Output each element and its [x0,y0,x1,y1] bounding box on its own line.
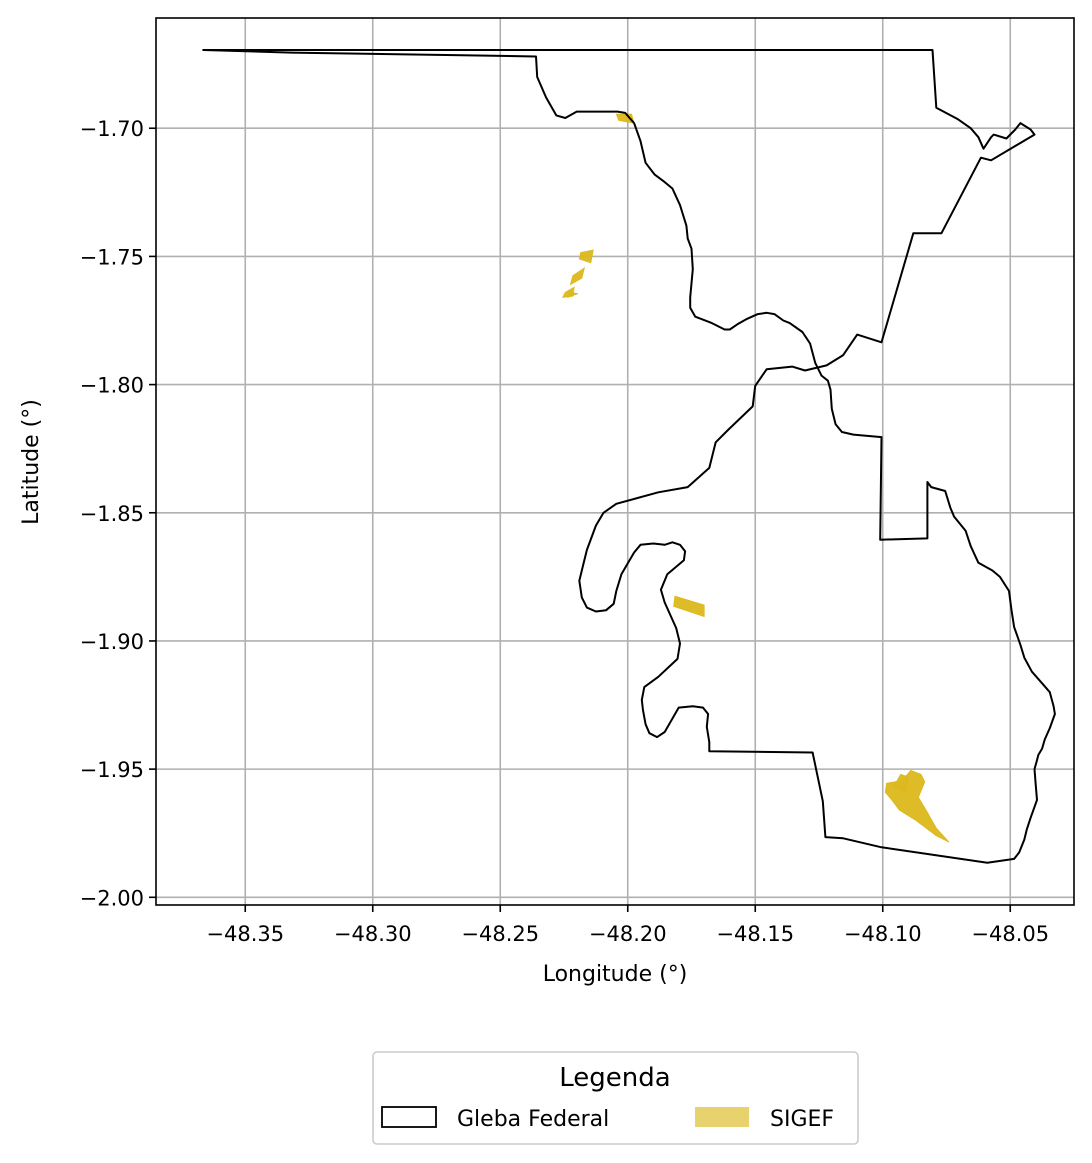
sigef-parcel [884,769,950,843]
sigef-parcel [893,773,909,793]
plot-frame [155,17,1075,906]
gleba-federal-layer [202,49,1056,864]
y-tick-label: −1.70 [80,117,144,141]
y-tick-label: −1.80 [80,374,144,398]
sigef-layer [561,113,950,843]
y-tick-label: −1.90 [80,630,144,654]
y-axis-ticks: −1.70 −1.75 −1.80 −1.85 −1.90 −1.95 −2.00 [80,117,156,910]
x-tick-label: −48.10 [844,922,922,946]
x-tick-label: −48.20 [589,922,667,946]
x-axis-title: Longitude (°) [543,962,688,987]
gleba-federal-boundary [202,49,1056,864]
sigef-parcel [578,249,594,264]
x-tick-label: −48.25 [461,922,539,946]
y-axis-title: Latitude (°) [19,399,44,525]
legend-swatch-gleba [381,1106,437,1128]
sigef-parcel [567,291,579,299]
x-tick-label: −48.35 [206,922,284,946]
y-tick-label: −1.75 [80,245,144,269]
y-tick-label: −1.95 [80,758,144,782]
legend-label-gleba: Gleba Federal [457,1107,609,1132]
sigef-parcel [673,595,705,618]
legend-title: Legenda [559,1063,670,1093]
y-tick-label: −2.00 [80,886,144,910]
legend: Legenda Gleba Federal SIGEF [372,1051,859,1145]
y-tick-label: −1.85 [80,502,144,526]
x-axis-ticks: −48.35 −48.30 −48.25 −48.20 −48.15 −48.10 −48.… [206,905,1049,946]
x-tick-label: −48.05 [971,922,1049,946]
legend-swatch-sigef [695,1107,749,1127]
grid [156,18,1074,905]
x-tick-label: −48.30 [334,922,412,946]
sigef-parcel [569,266,586,286]
legend-label-sigef: SIGEF [770,1107,834,1132]
x-tick-label: −48.15 [716,922,794,946]
